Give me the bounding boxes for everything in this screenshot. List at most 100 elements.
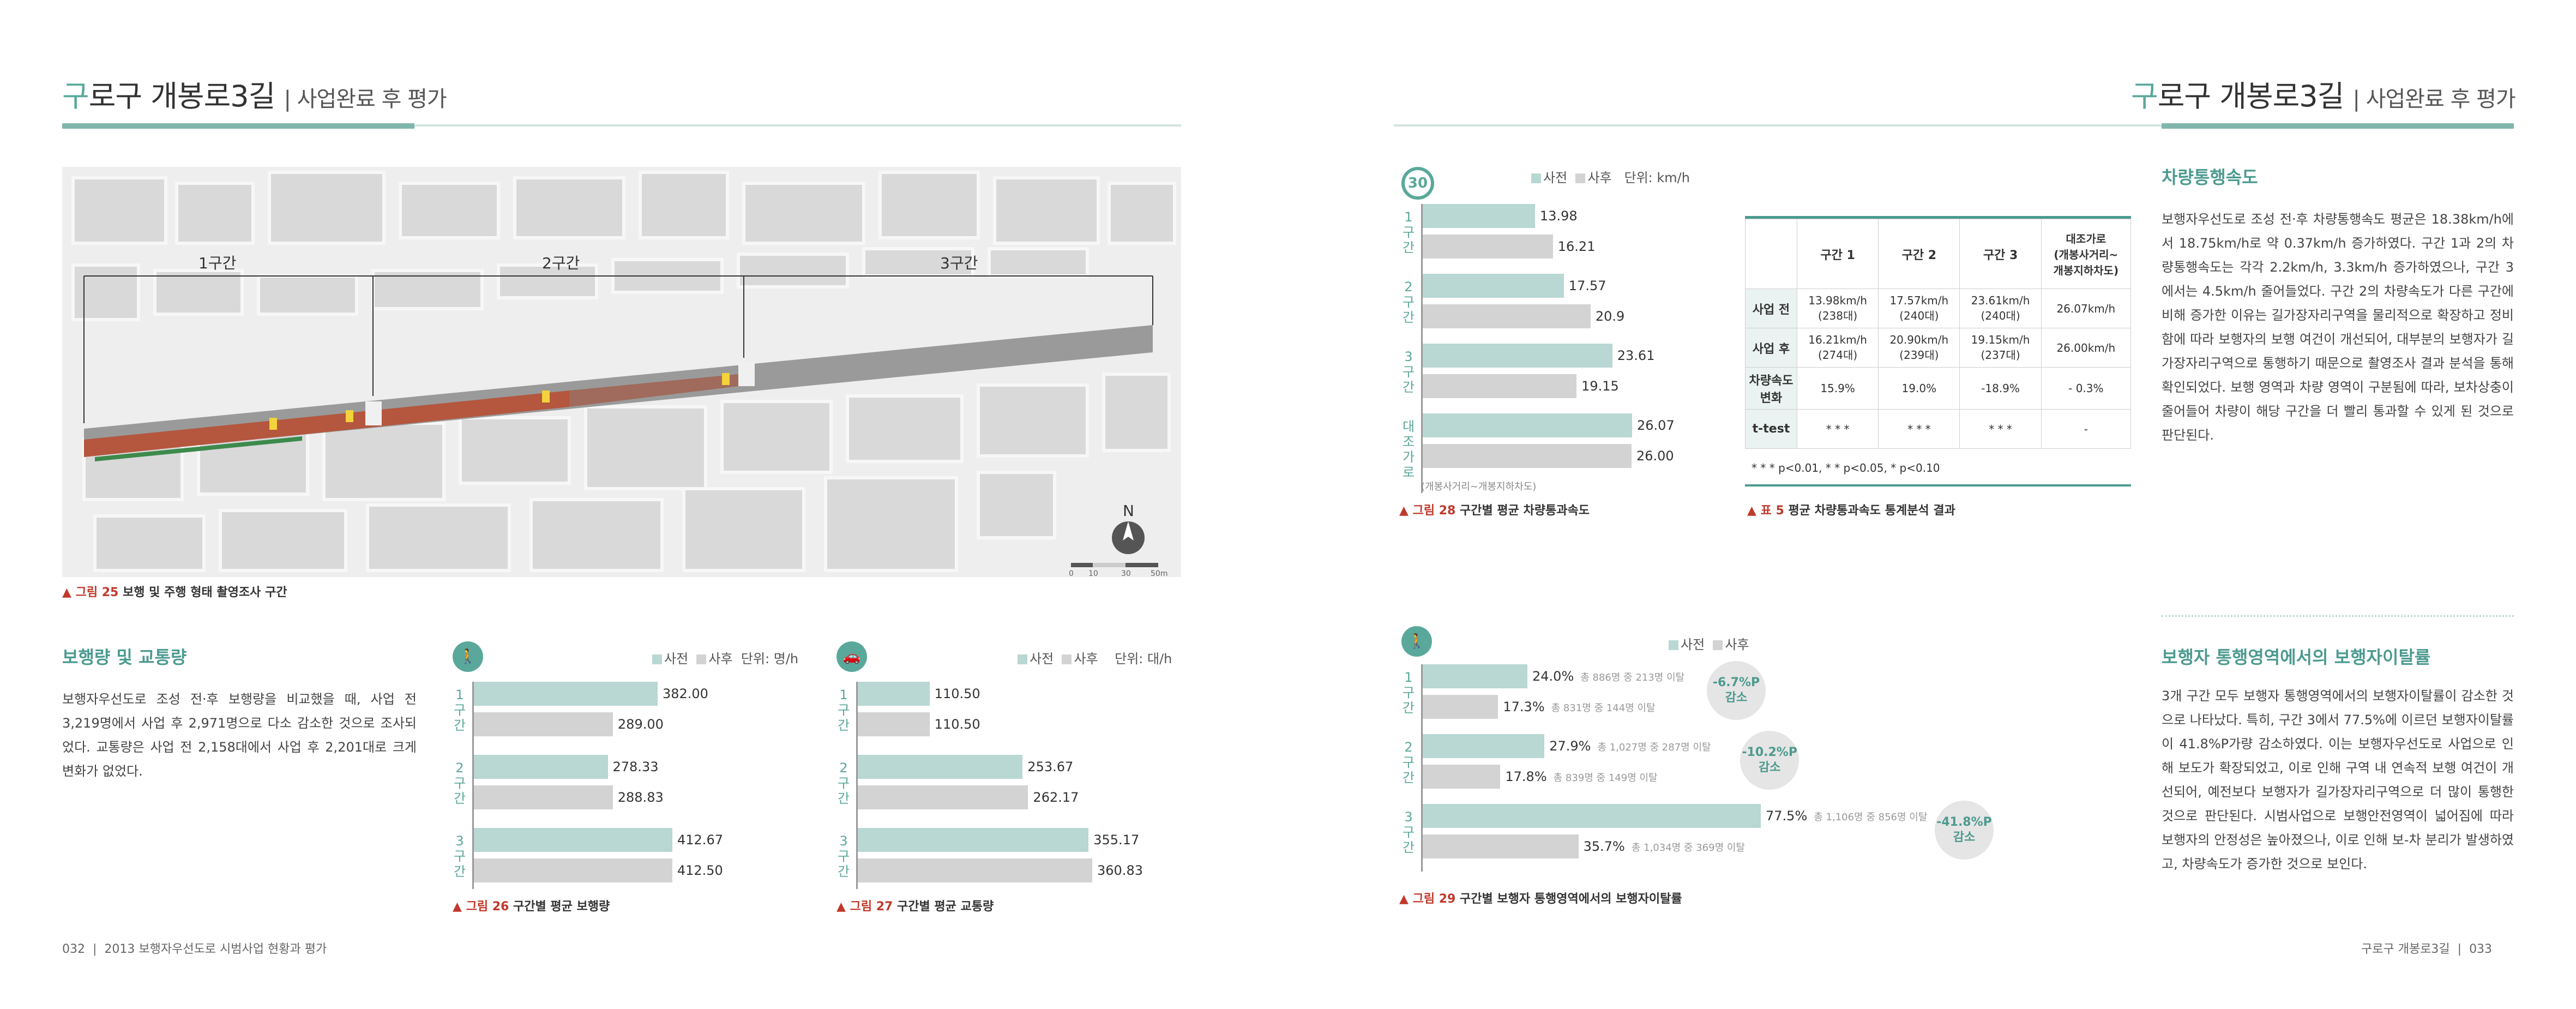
table5-cell: -18.9% xyxy=(1959,367,2042,410)
divider-dotted xyxy=(2162,615,2514,617)
fig29-value-text: 17.8% xyxy=(1505,769,1547,784)
fig26-bar-pre xyxy=(474,828,672,852)
fig29-change-value: -41.8%P xyxy=(1936,815,1992,829)
fig27-value-pre: 110.50 xyxy=(935,686,980,701)
street-map: 1구간 2구간 3구간 N 0 10 30 50m xyxy=(62,167,1181,578)
fig28-axis xyxy=(1421,204,1423,493)
fig29-bar-pre xyxy=(1423,804,1761,828)
table5-cell: * * * xyxy=(1878,409,1960,449)
table5-cell: 26.00km/h xyxy=(2041,328,2132,368)
fig29-change-word: 감소 xyxy=(1953,831,1976,844)
fig29-legend: 사전 사후 xyxy=(1669,634,1749,653)
car-icon: 🚗 xyxy=(836,641,867,672)
fig28-value-text: 26.07 xyxy=(1637,418,1675,433)
fig29-value-post: 17.8% 총 839명 중 149명 이탈 xyxy=(1505,769,1657,784)
fig29-bar-post xyxy=(1423,695,1498,719)
fig26-value-pre: 382.00 xyxy=(663,686,708,701)
fig26-value-pre: 412.67 xyxy=(677,832,723,848)
svg-text:0: 0 xyxy=(1069,569,1074,577)
fig28-legend: 사전 사후 단위: km/h xyxy=(1531,167,1690,186)
fig28-value-post: 16.21 xyxy=(1558,239,1596,254)
fig29-chart: 1 구 간 24.0% 총 886명 중 213명 이탈 17.3% 총 831명 중 … xyxy=(1394,661,2005,872)
fig27-value-post: 360.83 xyxy=(1097,863,1143,878)
table5: 구간 1 구간 2 구간 3 대조가로 (개봉사거리~ 개봉지하차도) 사업 전… xyxy=(1745,219,2132,449)
section-title-deviation: 보행자 통행영역에서의 보행자이탈률 xyxy=(2162,647,2431,668)
fig29-change-value: -10.2%P xyxy=(1742,746,1797,759)
table5-cell: * * * xyxy=(1959,409,2042,449)
fig29-change-bubble: -10.2%P 감소 xyxy=(1740,731,1799,790)
fig28-value-post: 19.15 xyxy=(1581,379,1619,394)
page-title-left: 구로구 개봉로3길 | 사업완료 후 평가 xyxy=(62,79,447,113)
fig29-change-word: 감소 xyxy=(1758,761,1781,774)
table5-cell: * * * xyxy=(1796,409,1879,449)
header-rule-left xyxy=(62,124,1181,127)
fig29-group-label: 1 구 간 xyxy=(1402,670,1415,716)
fig29-group-label: 2 구 간 xyxy=(1402,740,1415,785)
fig29-change-bubble: -6.7%P 감소 xyxy=(1707,661,1766,720)
table5-cell: 15.9% xyxy=(1796,367,1879,410)
fig29-value-text: 77.5% xyxy=(1766,808,1808,824)
section-title-speed: 차량통행속도 xyxy=(2162,167,2258,188)
table5-cell: 16.21km/h (274대) xyxy=(1796,328,1879,368)
fig27-value-text: 262.17 xyxy=(1033,790,1079,805)
fig29-change-bubble: -41.8%P 감소 xyxy=(1935,801,1994,860)
fig29-value-note: 총 1,034명 중 369명 이탈 xyxy=(1631,842,1745,854)
svg-text:30: 30 xyxy=(1121,569,1131,577)
fig27-value-post: 110.50 xyxy=(935,717,980,732)
fig28-bar-post xyxy=(1423,304,1591,328)
fig27-value-text: 360.83 xyxy=(1097,863,1143,878)
table5-cell: 13.98km/h (238대) xyxy=(1796,289,1879,328)
table5-caption: ▲ 표 5 평균 차량통과속도 통계분석 결과 xyxy=(1747,504,1955,518)
fig26-value-text: 412.50 xyxy=(677,863,723,878)
map-label-section-2: 2구간 xyxy=(542,254,580,272)
svg-text:10: 10 xyxy=(1088,569,1098,577)
street-map-svg: 1구간 2구간 3구간 N 0 10 30 50m xyxy=(62,167,1181,578)
fig28-value-pre: 26.07 xyxy=(1637,418,1675,433)
fig29-axis xyxy=(1421,664,1423,872)
fig27-bar-post xyxy=(858,858,1092,882)
table5-cell: 26.07km/h xyxy=(2041,289,2132,328)
fig29-value-pre: 77.5% 총 1,106명 중 856명 이탈 xyxy=(1766,808,1927,824)
fig27-value-text: 253.67 xyxy=(1027,759,1074,774)
walk-away-icon: 🚶 xyxy=(1401,626,1432,657)
table5-row: 차량속도 변화 15.9% 19.0% -18.9% - 0.3% xyxy=(1745,367,2132,410)
fig29-value-text: 24.0% xyxy=(1532,669,1574,684)
fig28-chart: 1 구 간 13.98 16.21 2 구 간 17.57 20.9 3 구 간 23.61 1… xyxy=(1394,204,1743,493)
table5-bottom-rule xyxy=(1745,484,2131,487)
fig26-caption: ▲ 그림 26 구간별 평균 보행량 xyxy=(453,900,610,914)
table5-cell: 19.0% xyxy=(1878,367,1960,410)
fig28-value-pre: 13.98 xyxy=(1540,208,1578,224)
fig29-value-pre: 24.0% 총 886명 중 213명 이탈 xyxy=(1532,669,1684,684)
fig29-value-note: 총 1,106명 중 856명 이탈 xyxy=(1814,812,1928,823)
table5-row-label: t-test xyxy=(1745,409,1797,449)
scale-bar: 0 10 30 50m xyxy=(1069,563,1167,578)
fig29-value-text: 27.9% xyxy=(1549,738,1591,754)
pedestrian-icon: 🚶 xyxy=(453,641,483,672)
fig27-bar-post xyxy=(858,712,930,736)
table5-row: 사업 전 13.98km/h (238대) 17.57km/h (240대) 23.6… xyxy=(1745,289,2132,328)
fig28-bar-post xyxy=(1423,235,1553,259)
fig29-bar-post xyxy=(1423,765,1501,789)
fig27-value-text: 110.50 xyxy=(934,717,980,732)
fig28-group-label: 1 구 간 xyxy=(1402,209,1415,255)
page-subtitle-right: | 사업완료 후 평가 xyxy=(2352,87,2515,112)
fig26-legend: 사전 사후 단위: 명/h xyxy=(652,648,798,667)
fig26-value-post: 412.50 xyxy=(677,863,723,878)
fig29-change-word: 감소 xyxy=(1725,691,1748,705)
fig28-value-text: 17.57 xyxy=(1568,278,1606,293)
fig28-value-text: 19.15 xyxy=(1581,379,1619,394)
fig26-value-text: 288.83 xyxy=(617,790,664,805)
footer-left: 032 | 2013 보행자우선도로 시범사업 현황과 평가 xyxy=(62,942,327,956)
section-body-speed: 보행자우선도로 조성 전·후 차량통행속도 평균은 18.38km/h에서 18… xyxy=(2162,212,2514,443)
fig26-value-post: 289.00 xyxy=(618,717,664,732)
fig25-caption: ▲ 그림 25 보행 및 주행 형태 촬영조사 구간 xyxy=(62,586,287,599)
fig28-value-text: 23.61 xyxy=(1617,348,1655,363)
fig26-bar-post xyxy=(474,858,672,882)
footer-right: 구로구 개봉로3길 | 033 xyxy=(2361,942,2493,956)
table5-row: t-test * * * * * * * * * - xyxy=(1745,409,2132,449)
fig27-bar-post xyxy=(858,785,1028,809)
fig28-caption: ▲ 그림 28 구간별 평균 차량통과속도 xyxy=(1399,504,1590,518)
fig29-value-text: 17.3% xyxy=(1503,699,1545,714)
map-label-section-3: 3구간 xyxy=(940,254,978,272)
table5-cell: 17.57km/h (240대) xyxy=(1878,289,1960,328)
